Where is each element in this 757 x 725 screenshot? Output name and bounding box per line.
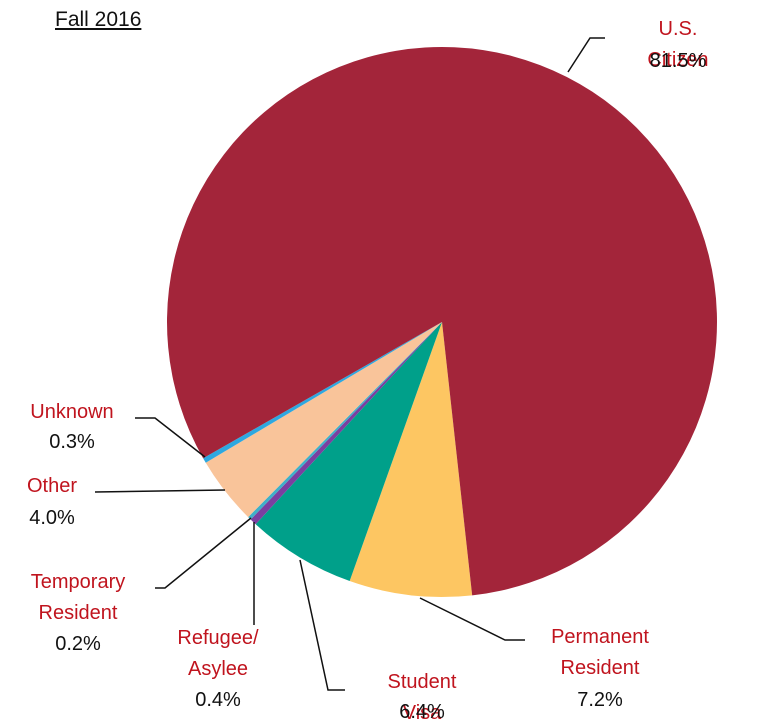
slice-value: 81.5% (649, 50, 707, 72)
slice-label: Permanent Resident (551, 626, 649, 679)
slice-value: 6.4% (399, 701, 445, 723)
pie-slice (248, 322, 442, 520)
leader-line (419, 597, 525, 641)
slice-label: Refugee/Asylee (177, 627, 259, 680)
pie-slice (167, 47, 717, 596)
slice-value: 0.2% (55, 633, 101, 655)
pie-slice (250, 322, 442, 525)
slice-label: Unknown (30, 401, 114, 423)
slice-label: Other (26, 475, 78, 497)
chart-title: Fall 2016 (55, 8, 142, 31)
pie-slice (255, 322, 442, 582)
slice-label: Temporary Resident (30, 571, 126, 624)
leader-line (94, 489, 226, 493)
leader-line (299, 559, 345, 691)
slice-value: 0.3% (49, 431, 95, 453)
slice-label: U.S. Citizen (647, 18, 709, 71)
slice-label: Student Visa (387, 671, 457, 724)
pie-slice (203, 322, 442, 463)
leader-line (567, 37, 605, 73)
slice-value: 0.4% (195, 689, 241, 711)
pie-slice (205, 322, 442, 518)
leader-line (155, 517, 252, 589)
slice-value: 7.2% (577, 689, 623, 711)
leader-line (135, 417, 206, 458)
slice-value: 4.0% (29, 507, 75, 529)
pie-slice (349, 322, 473, 597)
